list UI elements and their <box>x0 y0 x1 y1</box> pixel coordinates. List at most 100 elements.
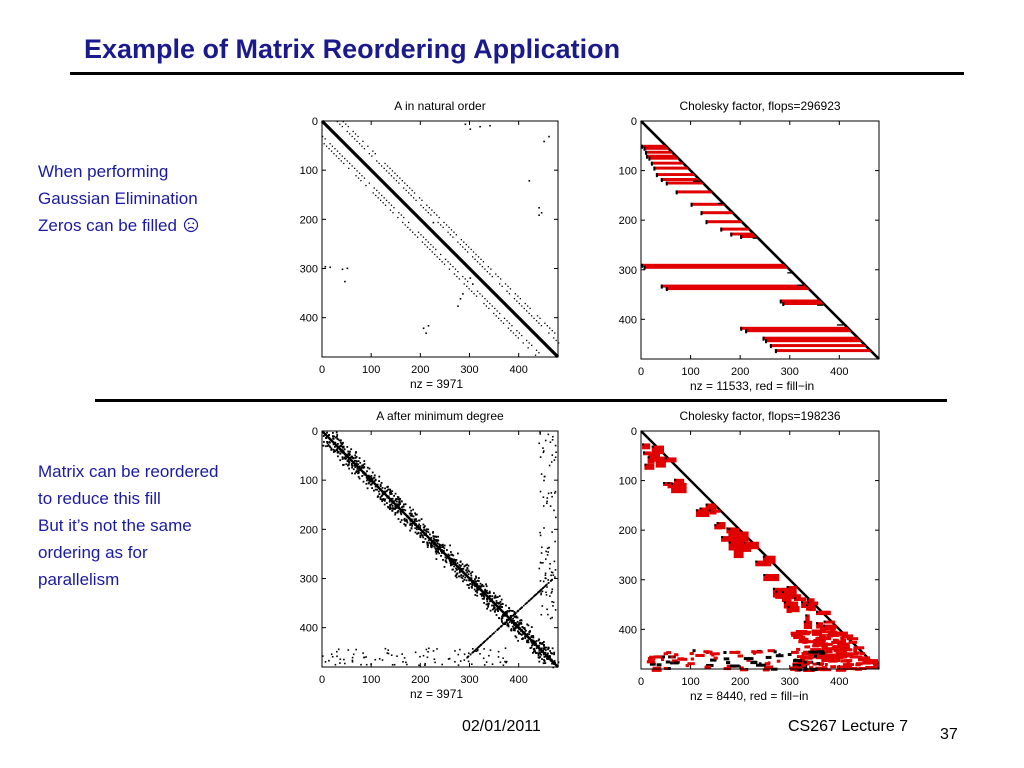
cluster-point <box>546 656 548 658</box>
cross-point <box>517 609 520 612</box>
fill-in-row <box>665 183 704 185</box>
band-point <box>336 121 339 123</box>
nonzero-point <box>720 227 723 232</box>
coupling-point <box>555 516 557 519</box>
fill-in-block <box>695 654 705 657</box>
cluster-point <box>373 476 376 479</box>
fill-in-block <box>831 641 844 645</box>
cluster-point <box>497 602 500 604</box>
fill-in-block <box>793 666 803 670</box>
band-point <box>420 234 422 236</box>
coupling-point <box>545 558 547 560</box>
band-point <box>403 187 405 189</box>
cluster-point <box>350 448 353 451</box>
cluster-point <box>460 564 462 567</box>
cluster-point <box>420 533 423 536</box>
cluster-point <box>457 568 460 570</box>
coupling-point <box>554 492 556 494</box>
cluster-point <box>428 541 431 544</box>
band-point <box>524 302 526 305</box>
cross-point <box>541 588 543 590</box>
coupling-point <box>550 492 553 494</box>
cluster-point <box>520 621 523 624</box>
cluster-point <box>540 653 542 656</box>
band-point <box>411 189 413 192</box>
cluster-point <box>526 636 529 639</box>
band-point <box>483 302 485 305</box>
cluster-point <box>389 491 391 494</box>
cross-point <box>475 648 477 651</box>
cluster-point <box>432 540 434 542</box>
cross-point <box>493 632 495 634</box>
cluster-point <box>534 643 537 646</box>
fill-in-row <box>720 227 748 229</box>
cluster-point <box>539 656 542 658</box>
cluster-point <box>354 459 357 462</box>
coupling-point <box>331 656 334 658</box>
cross-point <box>508 618 510 620</box>
cross-point <box>534 594 536 597</box>
cross-point <box>483 641 485 643</box>
cluster-point <box>348 461 350 463</box>
cross-point <box>545 584 548 586</box>
coupling-point <box>554 540 556 543</box>
cluster-point <box>542 649 545 651</box>
fill-in-block <box>812 662 817 666</box>
cluster-point <box>529 647 532 649</box>
band-point <box>455 234 457 236</box>
band-point <box>357 135 359 138</box>
nonzero-point <box>690 202 693 207</box>
fill-in-block <box>844 648 851 652</box>
band-point <box>549 327 551 329</box>
coupling-point <box>505 661 507 664</box>
nonzero-point <box>641 263 643 268</box>
fill-in-block <box>836 654 846 658</box>
cluster-point <box>471 571 474 573</box>
cluster-point <box>362 467 365 469</box>
cluster-point <box>408 517 410 520</box>
cluster-point <box>434 541 436 544</box>
band-point <box>385 170 388 172</box>
cluster-point <box>537 653 540 655</box>
band-point <box>527 347 529 349</box>
y-tick-label: 400 <box>619 624 637 636</box>
cluster-point <box>336 447 339 450</box>
cluster-point <box>464 574 467 576</box>
nonzero-point <box>705 503 708 506</box>
band-point <box>528 342 530 344</box>
band-point <box>432 246 434 248</box>
nonzero-point <box>816 610 818 613</box>
band-point <box>489 273 491 275</box>
band-point <box>420 204 422 206</box>
cross-point <box>507 619 509 621</box>
cluster-point <box>482 595 485 598</box>
cluster-point <box>536 651 538 654</box>
band-point <box>384 162 386 165</box>
cluster-point <box>532 635 535 637</box>
nonzero-point <box>645 150 647 155</box>
cluster-point <box>521 629 524 632</box>
fill-in-row <box>774 349 870 352</box>
band-point <box>495 273 497 275</box>
cluster-point <box>466 563 468 566</box>
cluster-point <box>466 584 469 586</box>
cluster-point <box>465 564 467 567</box>
fill-in-block <box>661 658 665 661</box>
cluster-point <box>523 631 526 633</box>
cluster-point <box>526 623 529 626</box>
coupling-point <box>549 617 552 620</box>
cluster-point <box>495 596 498 599</box>
cluster-point <box>532 643 534 645</box>
fill-in-block <box>673 653 679 657</box>
x-axis-label: nz = 3971 <box>410 377 464 391</box>
nonzero-point <box>663 482 666 484</box>
cluster-point <box>351 466 353 469</box>
fill-in-block <box>790 594 801 600</box>
fill-in-block <box>804 645 811 649</box>
cluster-point <box>435 540 438 543</box>
band-point <box>426 246 428 248</box>
coupling-point <box>547 579 549 581</box>
fill-in-block <box>801 652 810 656</box>
cluster-point <box>427 539 430 542</box>
